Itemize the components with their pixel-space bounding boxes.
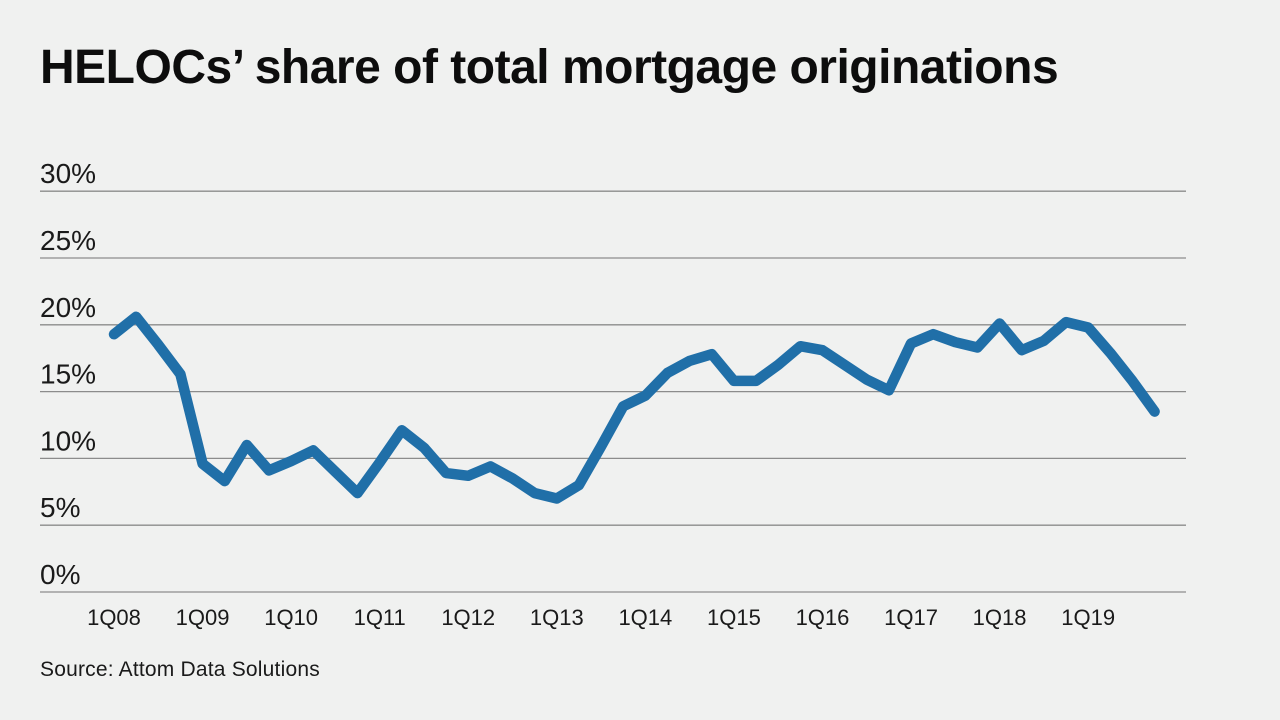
chart-title: HELOCs’ share of total mortgage originat…: [40, 41, 1059, 94]
x-axis-tick-label: 1Q08: [87, 605, 141, 630]
x-axis-tick-label: 1Q10: [264, 605, 318, 630]
y-axis-tick-label: 30%: [40, 158, 96, 189]
source-note: Source: Attom Data Solutions: [40, 658, 320, 681]
y-axis-tick-label: 15%: [40, 359, 96, 390]
x-axis-tick-label: 1Q18: [973, 605, 1027, 630]
x-axis-tick-label: 1Q12: [441, 605, 495, 630]
data-line-heloc-share: [108, 311, 1160, 504]
x-axis-tick-label: 1Q14: [618, 605, 672, 630]
x-axis-tick-label: 1Q09: [176, 605, 230, 630]
x-axis-tick-label: 1Q13: [530, 605, 584, 630]
y-axis-tick-label: 5%: [40, 492, 80, 523]
x-axis-tick-label: 1Q17: [884, 605, 938, 630]
y-axis-tick-label: 20%: [40, 292, 96, 323]
x-axis-tick-label: 1Q11: [354, 605, 406, 630]
y-axis-tick-label: 10%: [40, 425, 96, 456]
y-axis-tick-label: 0%: [40, 559, 80, 590]
x-axis-tick-label: 1Q16: [796, 605, 850, 630]
x-axis-tick-label: 1Q15: [707, 605, 761, 630]
x-axis-tick-label: 1Q19: [1061, 605, 1115, 630]
y-axis-tick-label: 25%: [40, 225, 96, 256]
